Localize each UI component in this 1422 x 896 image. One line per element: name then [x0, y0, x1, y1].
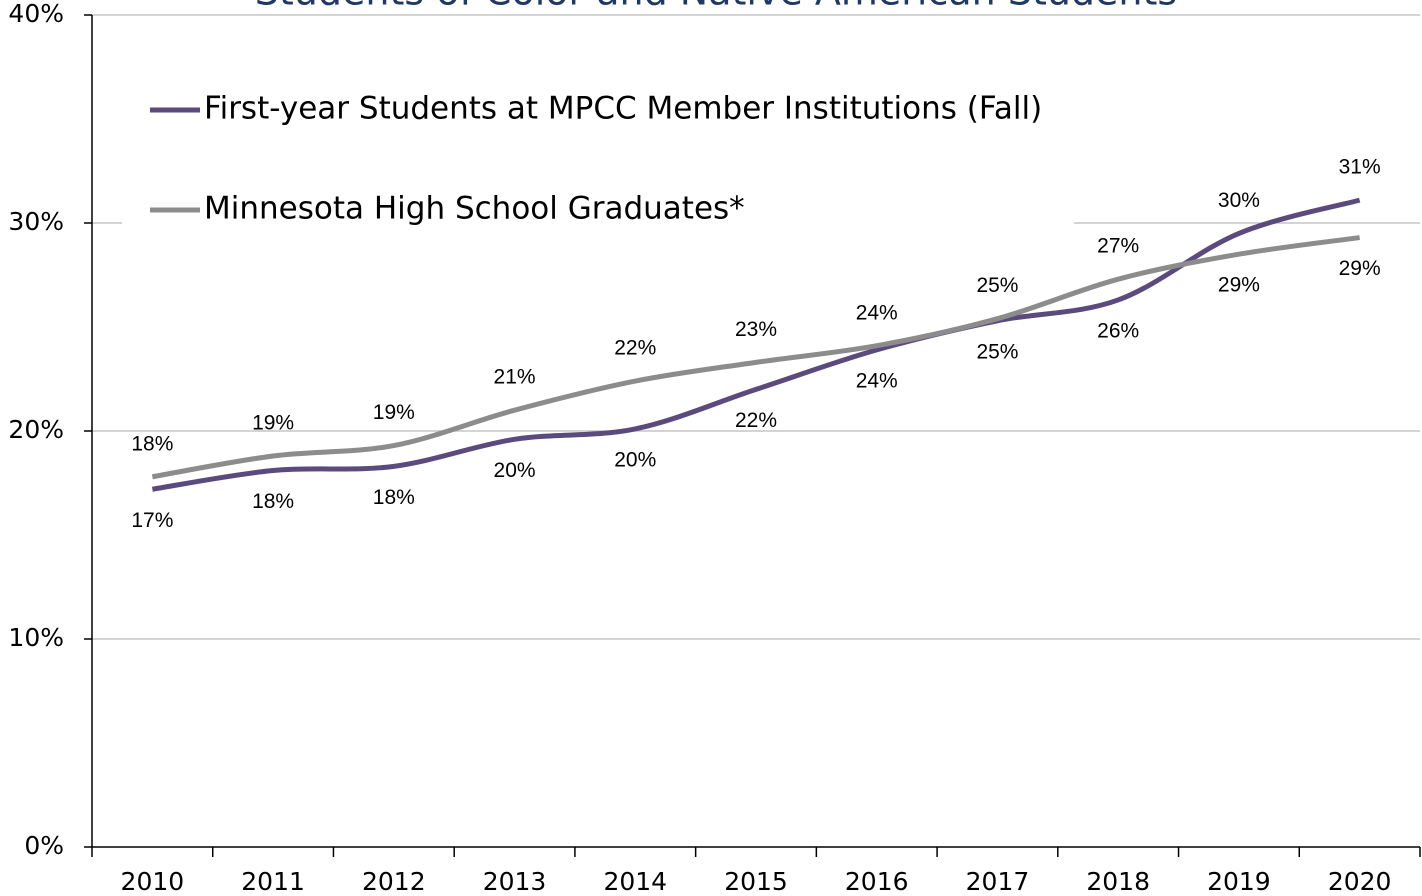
data-label: 24% [856, 301, 898, 324]
data-label: 26% [1097, 320, 1139, 343]
x-tick-label: 2011 [241, 867, 305, 896]
data-label: 31% [1339, 156, 1381, 179]
data-label: 17% [131, 509, 173, 532]
data-label: 20% [614, 448, 656, 471]
data-label: 25% [976, 340, 1018, 363]
legend-label: First-year Students at MPCC Member Insti… [204, 91, 1042, 127]
y-tick-label: 10% [8, 623, 64, 652]
x-tick-label: 2010 [121, 867, 185, 896]
data-label: 29% [1339, 257, 1381, 280]
line-series [151, 197, 1361, 492]
data-label: 19% [252, 412, 294, 435]
line-series [151, 235, 1360, 480]
chart-title: Students of Color and Native American St… [255, 0, 1177, 14]
data-label: 24% [856, 369, 898, 392]
x-tick-label: 2018 [1086, 867, 1150, 896]
legend-box [122, 70, 1074, 250]
data-label: 21% [494, 366, 536, 389]
y-tick-label: 40% [8, 0, 64, 28]
data-label: 18% [252, 490, 294, 513]
y-tick-label: 20% [8, 415, 64, 444]
legend-label: Minnesota High School Graduates* [204, 191, 745, 227]
x-tick-label: 2012 [362, 867, 426, 896]
y-tick-label: 0% [24, 831, 64, 860]
x-tick-label: 2015 [724, 867, 788, 896]
data-label: 18% [373, 486, 415, 509]
data-label: 29% [1218, 274, 1260, 297]
data-label: 30% [1218, 189, 1260, 212]
x-tick-label: 2020 [1328, 867, 1392, 896]
data-label: 19% [373, 401, 415, 424]
data-label: 22% [735, 409, 777, 432]
x-tick-label: 2014 [603, 867, 667, 896]
data-label: 27% [1097, 235, 1139, 258]
x-tick-label: 2016 [845, 867, 909, 896]
y-tick-label: 30% [8, 207, 64, 236]
x-tick-label: 2013 [483, 867, 547, 896]
data-label: 18% [131, 432, 173, 455]
data-label: 20% [494, 459, 536, 482]
data-label: 23% [735, 318, 777, 341]
data-label: 25% [976, 274, 1018, 297]
data-label: 22% [614, 337, 656, 360]
x-tick-label: 2017 [966, 867, 1030, 896]
x-tick-label: 2019 [1207, 867, 1271, 896]
